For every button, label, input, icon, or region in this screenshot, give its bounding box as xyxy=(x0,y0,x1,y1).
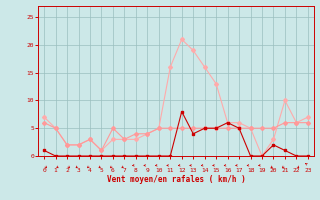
X-axis label: Vent moyen/en rafales ( km/h ): Vent moyen/en rafales ( km/h ) xyxy=(107,175,245,184)
